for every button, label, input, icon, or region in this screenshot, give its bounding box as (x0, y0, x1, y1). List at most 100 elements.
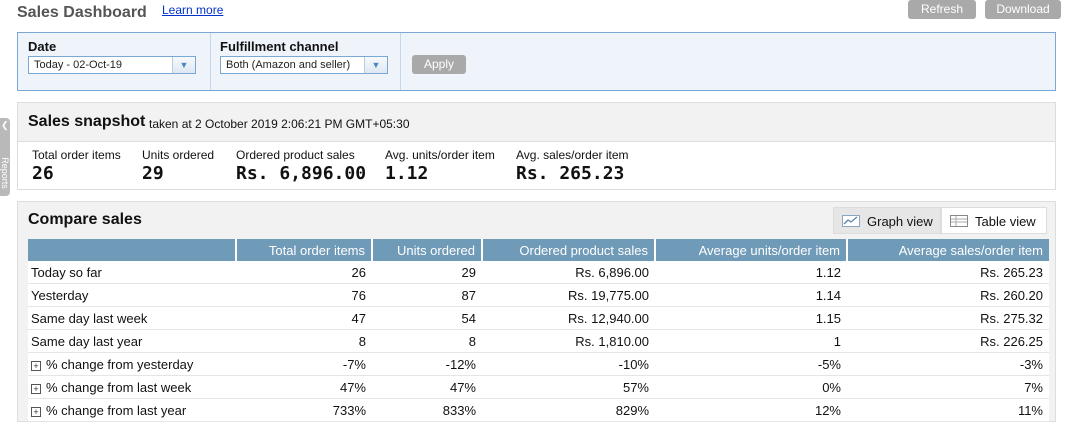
filter-divider (400, 33, 401, 90)
table-cell: 0% (655, 375, 847, 399)
table-cell: 833% (372, 398, 482, 422)
table-cell: -5% (655, 352, 847, 376)
table-cell: Rs. 1,810.00 (482, 329, 655, 353)
column-header: Average sales/order item (846, 239, 1049, 261)
expand-plus-icon[interactable]: + (31, 360, 41, 371)
table-row: Today so far 26 29 Rs. 6,896.00 1.12 Rs.… (28, 261, 1049, 284)
table-cell: Rs. 265.23 (847, 261, 1049, 284)
metric-label: Avg. sales/order item (516, 148, 629, 162)
table-cell: 54 (372, 306, 482, 330)
table-cell: 8 (236, 329, 372, 353)
column-header: Units ordered (371, 239, 482, 261)
refresh-button[interactable]: Refresh (908, 0, 976, 19)
table-cell: 47% (236, 375, 372, 399)
column-header: Total order items (235, 239, 372, 261)
metric-value: 26 (32, 163, 54, 184)
snapshot-title: Sales snapshot (28, 113, 146, 130)
row-label: Same day last year (28, 329, 236, 353)
row-label: Yesterday (28, 283, 236, 307)
chevron-down-icon[interactable]: ▼ (364, 57, 387, 73)
table-cell: 47% (372, 375, 482, 399)
table-cell: 1 (655, 329, 847, 353)
compare-sales-title: Compare sales (28, 211, 142, 228)
table-cell: 1.15 (655, 306, 847, 330)
column-header (28, 239, 236, 261)
graph-view-button[interactable]: Graph view (833, 207, 941, 234)
date-label: Date (28, 39, 57, 54)
fulfillment-channel-select[interactable]: Both (Amazon and seller) ▼ (220, 56, 388, 74)
table-view-label: Table view (975, 214, 1036, 229)
metric-value: 29 (142, 163, 164, 184)
metric-value: Rs. 6,896.00 (236, 163, 367, 184)
table-cell: 733% (236, 398, 372, 422)
download-button[interactable]: Download (985, 0, 1061, 19)
metric-label: Avg. units/order item (385, 148, 495, 162)
column-header: Ordered product sales (481, 239, 655, 261)
metric-avg-sales-order-item: Avg. sales/order item Rs. 265.23 (516, 148, 629, 184)
apply-button[interactable]: Apply (412, 55, 466, 74)
reports-tab-label: Reports (0, 157, 10, 189)
snapshot-timestamp: taken at 2 October 2019 2:06:21 PM GMT+0… (149, 117, 410, 131)
sales-snapshot-panel: Sales snapshot taken at 2 October 2019 2… (17, 102, 1056, 190)
column-header: Average units/order item (654, 239, 847, 261)
table-icon (950, 215, 968, 227)
table-cell: 29 (372, 261, 482, 284)
snapshot-header: Sales snapshot taken at 2 October 2019 2… (18, 103, 1055, 142)
table-cell: 829% (482, 398, 655, 422)
date-select-value: Today - 02-Oct-19 (34, 59, 123, 71)
table-cell: 12% (655, 398, 847, 422)
table-row: Same day last year 8 8 Rs. 1,810.00 1 Rs… (28, 329, 1049, 353)
row-label: Today so far (28, 261, 236, 284)
chevron-down-icon[interactable]: ▼ (172, 57, 195, 73)
metric-ordered-product-sales: Ordered product sales Rs. 6,896.00 (236, 148, 366, 184)
metric-total-order-items: Total order items 26 (32, 148, 121, 184)
metric-label: Total order items (32, 148, 121, 162)
metric-value: Rs. 265.23 (516, 163, 625, 184)
table-cell: 7% (847, 375, 1049, 399)
table-row: +% change from last year 733% 833% 829% … (28, 398, 1049, 422)
table-cell: Rs. 260.20 (847, 283, 1049, 307)
chevron-left-icon: ❮ (1, 120, 9, 130)
table-row: Same day last week 47 54 Rs. 12,940.00 1… (28, 306, 1049, 330)
table-cell: -12% (372, 352, 482, 376)
expand-plus-icon[interactable]: + (31, 406, 41, 417)
graph-view-label: Graph view (867, 214, 933, 229)
reports-side-tab[interactable]: ❮ Reports (0, 118, 10, 196)
learn-more-link[interactable]: Learn more (162, 3, 224, 17)
metric-avg-units-order-item: Avg. units/order item 1.12 (385, 148, 495, 184)
table-cell: -10% (482, 352, 655, 376)
table-view-button[interactable]: Table view (941, 207, 1047, 234)
metric-label: Units ordered (142, 148, 215, 162)
table-row: Yesterday 76 87 Rs. 19,775.00 1.14 Rs. 2… (28, 283, 1049, 307)
table-cell: Rs. 226.25 (847, 329, 1049, 353)
table-cell: 47 (236, 306, 372, 330)
row-label: + % change from last week (28, 375, 236, 399)
compare-sales-table: Total order items Units ordered Ordered … (28, 239, 1049, 422)
filter-divider (210, 33, 211, 90)
fulfillment-channel-value: Both (Amazon and seller) (226, 59, 351, 71)
table-cell: 26 (236, 261, 372, 284)
table-cell: -7% (236, 352, 372, 376)
row-label-text: % change from yesterday (46, 356, 194, 372)
table-cell: 1.12 (655, 261, 847, 284)
row-label: + % change from yesterday (28, 352, 236, 376)
table-cell: 87 (372, 283, 482, 307)
metric-label: Ordered product sales (236, 148, 355, 162)
row-label-text: % change from last week (46, 379, 192, 395)
row-label: + % change from last year (28, 398, 236, 422)
table-cell: Rs. 19,775.00 (482, 283, 655, 307)
table-cell: 11% (847, 398, 1049, 422)
fulfillment-channel-label: Fulfillment channel (220, 39, 339, 54)
expand-plus-icon[interactable]: + (31, 383, 41, 394)
line-chart-icon (842, 215, 860, 227)
table-cell: 1.14 (655, 283, 847, 307)
date-select[interactable]: Today - 02-Oct-19 ▼ (28, 56, 196, 74)
table-cell: Rs. 12,940.00 (482, 306, 655, 330)
table-header-row: Total order items Units ordered Ordered … (28, 239, 1049, 261)
table-cell: 57% (482, 375, 655, 399)
table-cell: Rs. 6,896.00 (482, 261, 655, 284)
table-cell: -3% (847, 352, 1049, 376)
page-title: Sales Dashboard (17, 4, 147, 21)
table-row: +% change from last week 47% 47% 57% 0% … (28, 375, 1049, 399)
table-row: + % change from yesterday -7% -12% -10% -… (28, 352, 1049, 376)
